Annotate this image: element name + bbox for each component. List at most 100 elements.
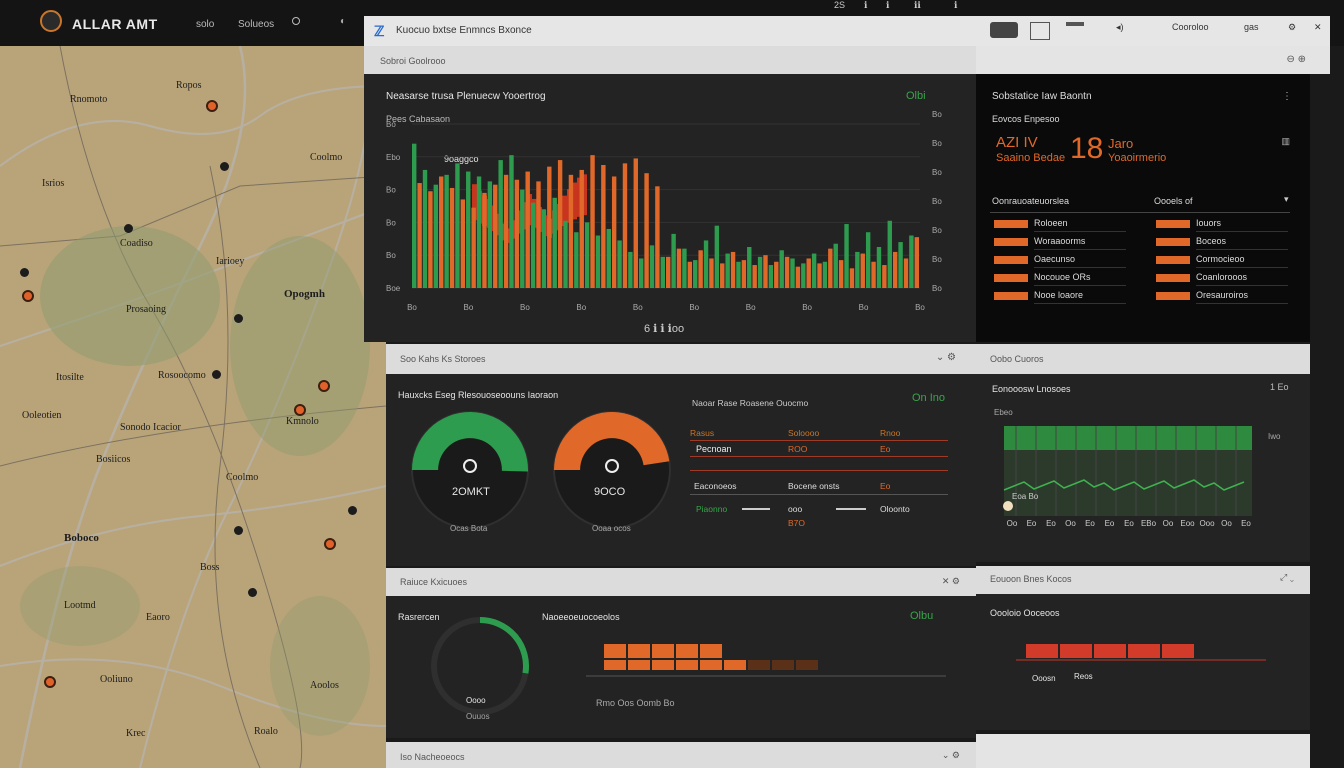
bottom-visualization[interactable]	[386, 596, 976, 738]
close-icon[interactable]: ✕	[1314, 22, 1322, 32]
map-label: Roalo	[254, 726, 278, 737]
bottom-bar	[628, 660, 650, 670]
settings-icon[interactable]: ⚙	[1288, 22, 1297, 32]
window-controls-icon[interactable]: ⌄ ⚙	[935, 352, 956, 363]
map-label: Coadiso	[120, 238, 153, 249]
tray-icon[interactable]: ℹ	[954, 0, 958, 10]
stat-big-left: AZI IV	[996, 134, 1038, 151]
sound-icon[interactable]: ◂)	[1116, 22, 1124, 32]
map-pin[interactable]	[248, 588, 257, 597]
y-tick-label: Bo	[386, 120, 396, 129]
bar	[611, 176, 617, 288]
table-footer: B7O	[788, 518, 806, 528]
map-pin[interactable]	[234, 526, 243, 535]
more-icon[interactable]: ⌄ ⚙	[941, 750, 960, 760]
table-cell: Eo	[880, 444, 891, 454]
map-label: Rosoocomo	[158, 370, 206, 381]
hist-marker	[1003, 501, 1013, 511]
table-cell: Piaonno	[696, 504, 728, 514]
list-view-icon[interactable]	[1030, 22, 1050, 40]
x-tick-label: Oo	[1007, 519, 1018, 528]
bottom-bar	[748, 660, 770, 670]
bar	[590, 155, 595, 288]
map-marker[interactable]	[318, 380, 330, 392]
bar	[898, 242, 903, 288]
grid-view-icon[interactable]	[1066, 22, 1084, 42]
bar	[498, 160, 503, 288]
x-tick-label: Bo	[576, 303, 586, 312]
x-tick-label: Oo	[1221, 519, 1232, 528]
bottom-bar	[796, 660, 818, 670]
table-cell: Eo	[880, 481, 891, 491]
window-controls-icon[interactable]: ✕ ⚙	[941, 576, 960, 586]
bar	[655, 186, 660, 288]
legend-label: Nooe loaore	[1034, 290, 1084, 300]
settings-icon[interactable]	[292, 17, 300, 25]
hist-legend: Eoa Bo	[1012, 492, 1039, 501]
menu-gas[interactable]: gas	[1244, 22, 1259, 32]
red-bar	[1026, 644, 1058, 658]
map-marker[interactable]	[44, 676, 56, 688]
map-pin[interactable]	[124, 224, 133, 233]
red-bar	[1128, 644, 1160, 658]
map-marker[interactable]	[294, 404, 306, 416]
hist-title: Eonooosw Lnosoes	[992, 384, 1071, 394]
chart-title: Neasarse trusa Plenuecw Yooertrog	[386, 91, 546, 102]
map-pin[interactable]	[220, 162, 229, 171]
dropdown-icon[interactable]: ▾	[1284, 194, 1289, 204]
map-view[interactable]: Ropos Rnomoto Isrios Coadiso Iarioey Coo…	[0, 46, 386, 768]
histogram-plot[interactable]: Oo Eo Eo Oo Eo Eo Eo EBo Oo Eoo Ooo Oo Eo	[976, 374, 1310, 562]
bar	[806, 258, 811, 288]
bar	[682, 248, 687, 288]
table-cell: Eaconoeos	[694, 481, 737, 491]
bar	[768, 265, 774, 288]
map-label: Itosilte	[56, 372, 84, 383]
bar	[595, 235, 601, 288]
bar	[882, 265, 887, 288]
x-tick-label: Eo	[1124, 519, 1134, 528]
map-marker[interactable]	[324, 538, 336, 550]
chart-status: Olbi	[906, 90, 926, 102]
tray-item[interactable]: 2S	[834, 0, 846, 10]
app-title: ALLAR AMT	[72, 16, 158, 32]
nav-item-solueos[interactable]: Solueos	[238, 19, 275, 30]
map-pin[interactable]	[20, 268, 29, 277]
bar	[460, 199, 466, 288]
bottom-gauge-label: Oooo	[466, 696, 486, 705]
app-icon: ℤ	[374, 23, 385, 39]
bottom-right-bars[interactable]	[976, 594, 1310, 730]
expand-icon[interactable]: ⤢ ⌄	[1280, 572, 1294, 582]
more-icon[interactable]: ⋮	[1282, 91, 1292, 102]
hist-line	[1003, 479, 1245, 491]
bar	[547, 166, 552, 288]
tray-icon[interactable]: ℹ	[886, 0, 890, 10]
map-pin[interactable]	[234, 314, 243, 323]
map-pin[interactable]	[212, 370, 221, 379]
scroll-icon[interactable]: ◐	[340, 16, 347, 27]
map-label: Sonodo Icacior	[120, 422, 181, 433]
map-marker[interactable]	[22, 290, 34, 302]
window-controls-icon[interactable]: ⊖ ⊕	[1286, 54, 1306, 65]
table-cell: Bocene onsts	[788, 481, 840, 491]
bar	[828, 248, 833, 288]
toggle-button[interactable]	[990, 22, 1018, 38]
map-pin[interactable]	[348, 506, 357, 515]
bar	[914, 237, 919, 288]
x-tick-label: Eoo	[1180, 519, 1195, 528]
nav-item-solo[interactable]: solo	[196, 19, 215, 30]
main-chart-plot[interactable]: Bo Ebo Bo Bo Bo Boe Bo Bo Bo Bo Bo Bo Bo Bo Bo Bo Bo Bo Bo…	[364, 74, 976, 342]
hist-panel-header: Oobo Cuoros	[976, 344, 1310, 374]
bar	[530, 202, 536, 288]
table-cell: ROO	[788, 444, 808, 454]
bar	[790, 258, 795, 288]
info-icon[interactable]: ▥	[1281, 136, 1290, 146]
bar	[487, 181, 493, 288]
bar	[568, 174, 574, 288]
tray-icon[interactable]: ℹ	[864, 0, 868, 10]
bar	[422, 169, 428, 288]
account-menu[interactable]: Cooroloo	[1172, 22, 1209, 32]
tray-icon[interactable]: ℹℹ	[914, 0, 921, 10]
map-marker[interactable]	[206, 100, 218, 112]
gauges-header-label: Soo Kahs Ks Storoes	[400, 354, 486, 364]
section-label: Sobroi Goolrooo	[380, 56, 446, 66]
